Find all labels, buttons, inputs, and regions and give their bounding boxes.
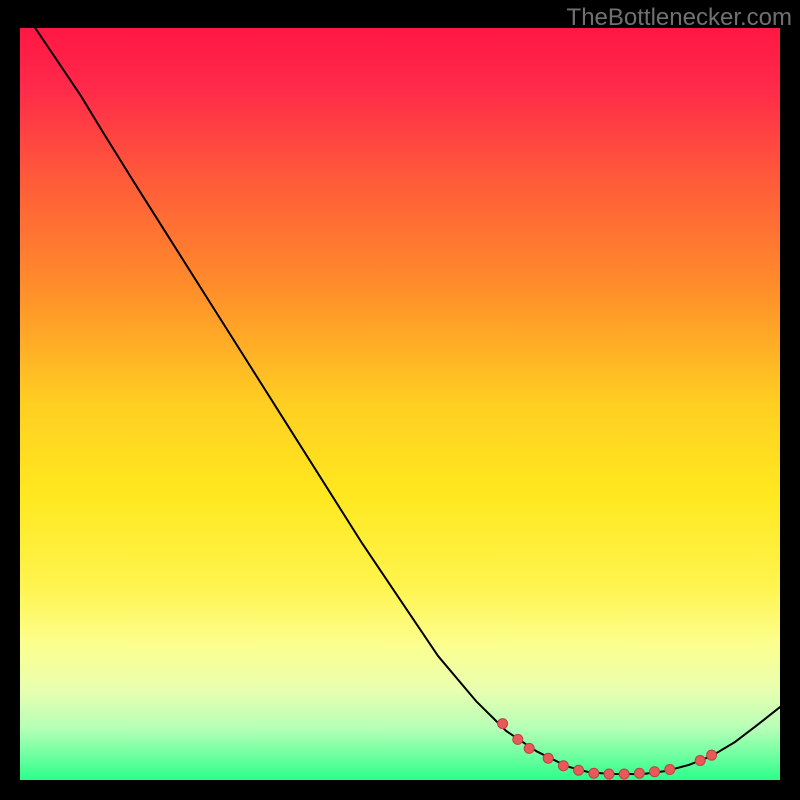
chart-container: TheBottlenecker.com [0,0,800,800]
curve-marker [665,764,675,774]
curve-marker [558,761,568,771]
curve-marker [604,769,614,779]
curve-marker [574,765,584,775]
curve-marker [634,768,644,778]
plot-area [20,28,780,780]
curve-marker [543,753,553,763]
curve-marker [707,750,717,760]
curve-marker [513,734,523,744]
curve-marker [589,768,599,778]
curve-marker [650,767,660,777]
curve-marker [524,743,534,753]
curve-marker [498,719,508,729]
curve-marker [619,769,629,779]
watermark-text: TheBottlenecker.com [567,4,792,32]
gradient-background [20,28,780,780]
chart-svg [20,28,780,780]
curve-marker [695,755,705,765]
